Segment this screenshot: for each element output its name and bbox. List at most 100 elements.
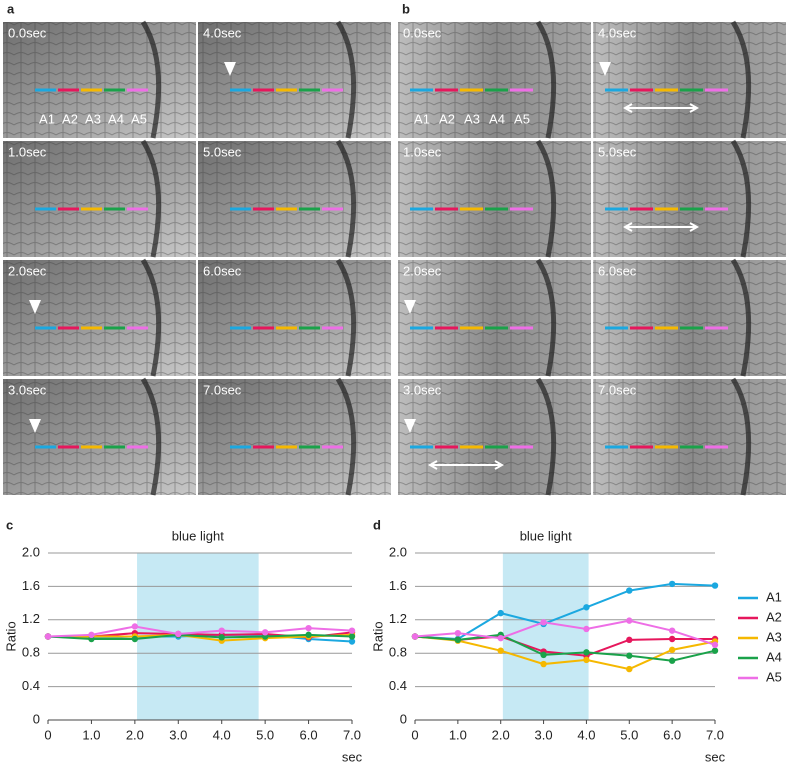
time-label: 2.0sec (8, 263, 47, 278)
time-label: 4.0sec (598, 25, 637, 40)
data-point (626, 587, 633, 594)
series-line (47, 633, 353, 641)
data-point (540, 660, 547, 668)
data-point (411, 633, 419, 640)
segment-label: A1 (414, 111, 430, 126)
series-line (414, 633, 716, 662)
photo-structure (535, 258, 557, 377)
data-point (583, 649, 590, 656)
data-point (668, 646, 676, 654)
photo-texture (3, 379, 196, 495)
photo-texture (398, 260, 591, 376)
photo-structure (140, 258, 162, 377)
arrowhead (224, 62, 236, 76)
legend-label: A1 (766, 589, 782, 604)
legend-label: A5 (766, 669, 782, 684)
y-tick-label: 1.6 (22, 578, 40, 593)
x-tick-label: 6.0 (663, 727, 681, 742)
data-point (348, 633, 356, 640)
time-label: 3.0sec (403, 382, 442, 397)
y-tick-label: 0.4 (22, 678, 40, 693)
photo-structure (730, 258, 752, 377)
photo-texture (3, 22, 196, 138)
x-tick-label: 7.0 (706, 727, 724, 742)
data-point (348, 627, 356, 634)
y-tick-label: 1.6 (389, 578, 407, 593)
chart-title: blue light (520, 528, 572, 543)
arrowhead (404, 419, 416, 433)
y-axis-label: Ratio (370, 621, 385, 651)
data-point (626, 652, 633, 659)
data-point (583, 625, 590, 633)
y-tick-label: 1.2 (22, 611, 40, 626)
data-point (497, 609, 504, 617)
time-label: 0.0sec (403, 25, 442, 40)
photo-texture (593, 260, 786, 376)
photo-structure (335, 377, 357, 496)
photo-texture (398, 141, 591, 257)
x-tick-label: 7.0 (343, 727, 361, 742)
x-tick-label: 5.0 (256, 727, 274, 742)
data-point (131, 623, 139, 630)
photo-texture (593, 141, 786, 257)
legend-label: A4 (766, 649, 782, 664)
series-line (48, 633, 353, 642)
x-tick-label: 2.0 (126, 727, 144, 742)
data-point (175, 630, 182, 638)
data-point (711, 641, 719, 649)
segment-label: A5 (131, 111, 147, 126)
segment-label: A4 (489, 111, 505, 126)
photo-structure (535, 377, 557, 496)
data-point (540, 651, 547, 659)
photo-texture (198, 379, 391, 495)
panel-label: a (7, 1, 15, 16)
data-point (711, 647, 719, 654)
data-point (88, 631, 95, 639)
photo-structure (535, 20, 557, 139)
x-tick-label: 6.0 (300, 727, 318, 742)
photo-texture (198, 22, 391, 138)
time-label: 5.0sec (598, 144, 637, 159)
data-point (711, 582, 719, 589)
data-point (348, 638, 356, 645)
photo-texture (198, 141, 391, 257)
y-tick-label: 2.0 (389, 544, 407, 559)
arrowhead (29, 300, 41, 314)
data-point (218, 634, 225, 641)
photo-texture (398, 379, 591, 495)
x-tick-label: 0 (44, 727, 51, 742)
segment-label: A4 (108, 111, 124, 126)
x-tick-label: 1.0 (449, 727, 467, 742)
segment-label: A1 (39, 111, 55, 126)
photo-structure (730, 20, 752, 139)
x-tick-label: 4.0 (577, 727, 595, 742)
photo-structure (335, 258, 357, 377)
time-label: 7.0sec (203, 382, 242, 397)
time-label: 6.0sec (598, 263, 637, 278)
data-point (668, 657, 676, 664)
photo-structure (140, 139, 162, 258)
series-line (47, 625, 353, 638)
data-point (668, 627, 676, 634)
legend-label: A2 (766, 609, 782, 624)
time-label: 4.0sec (203, 25, 242, 40)
data-point (305, 624, 312, 632)
x-tick-label: 4.0 (213, 727, 231, 742)
y-tick-label: 2.0 (22, 544, 40, 559)
x-tick-label: 0 (411, 727, 418, 742)
data-point (454, 636, 462, 644)
legend-label: A3 (766, 629, 782, 644)
photo-texture (3, 260, 196, 376)
y-tick-label: 0.4 (389, 678, 407, 693)
data-point (305, 631, 312, 639)
data-point (626, 665, 633, 673)
series-line (414, 635, 716, 671)
data-point (261, 629, 269, 636)
data-point (497, 647, 504, 654)
data-point (583, 656, 590, 664)
data-point (583, 604, 590, 611)
data-point (540, 619, 547, 626)
arrowhead (404, 300, 416, 314)
